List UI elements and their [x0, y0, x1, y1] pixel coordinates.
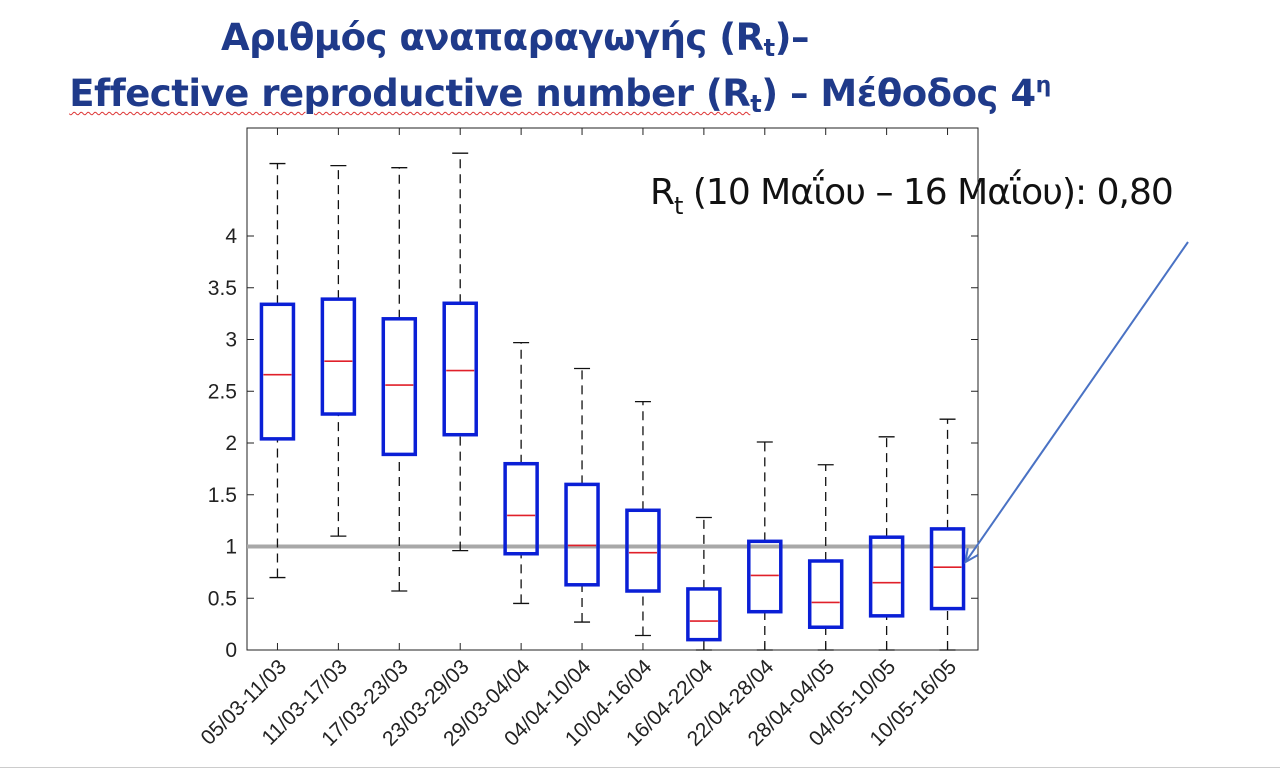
- annotation-arrow: [964, 241, 1189, 563]
- box: [503, 461, 539, 556]
- rt-annotation-label: Rt (10 Μαΐου – 16 Μαΐου): 0,80: [650, 172, 1174, 220]
- y-tick-label: 4: [225, 225, 237, 248]
- y-tick-label: 2: [225, 432, 237, 455]
- chart-title-line-2: Effective reproductive number (Rt) – Μέθ…: [69, 72, 1051, 118]
- y-tick-label: 1: [225, 536, 237, 559]
- y-tick-label: 3.5: [208, 277, 237, 300]
- box: [868, 535, 905, 618]
- y-tick-label: 2.5: [208, 380, 237, 403]
- box: [381, 317, 418, 457]
- y-tick-label: 0: [225, 639, 237, 662]
- box: [442, 301, 478, 437]
- y-tick-label: 0.5: [208, 587, 237, 610]
- box: [807, 559, 844, 629]
- box: [625, 508, 661, 593]
- bottom-divider: [0, 767, 1280, 768]
- chart-title-line-1: Αριθμός αναπαραγωγής (Rt)–: [220, 16, 810, 62]
- y-tick-label: 1.5: [208, 484, 237, 507]
- plot-frame: [246, 127, 979, 651]
- annotation-arrowhead: [964, 548, 979, 564]
- box: [259, 302, 296, 441]
- box: [747, 539, 783, 614]
- box: [564, 482, 600, 587]
- y-tick-label: 3: [225, 329, 237, 352]
- box: [320, 297, 357, 416]
- box: [929, 527, 966, 611]
- box: [686, 587, 722, 642]
